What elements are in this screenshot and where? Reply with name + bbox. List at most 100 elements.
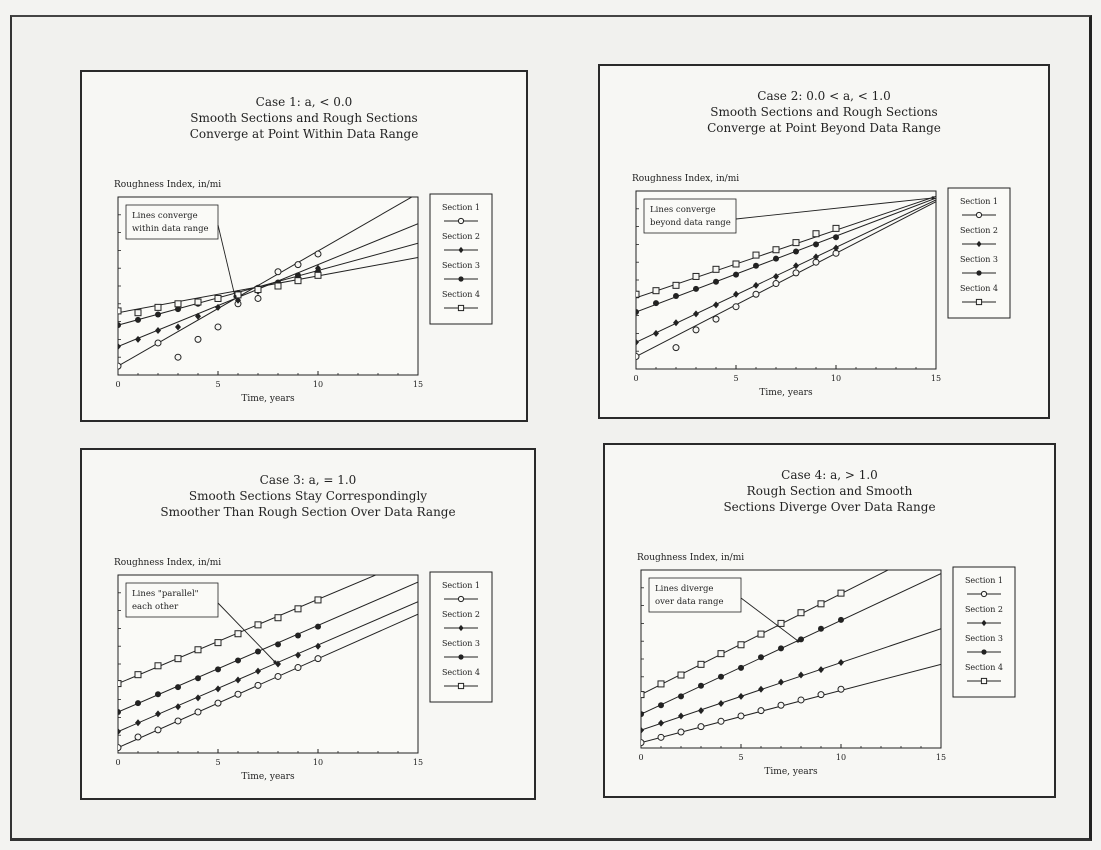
data-point-section-1 — [777, 701, 785, 709]
data-point-section-2 — [718, 700, 724, 707]
legend-label-section-1: Section 1 — [442, 203, 480, 212]
annotation-arrowhead — [273, 660, 277, 664]
data-point-section-1 — [737, 712, 745, 720]
data-point-section-2 — [838, 659, 844, 667]
data-point-section-1 — [294, 261, 302, 269]
legend-marker-section-1 — [457, 595, 465, 603]
series-line-section-3 — [641, 573, 941, 715]
legend-label-section-3: Section 3 — [965, 634, 1003, 643]
legend-marker-section-3 — [458, 276, 464, 282]
data-point-section-3 — [235, 657, 241, 664]
x-axis-label: Time, years — [764, 767, 818, 777]
data-point-section-1 — [214, 699, 222, 707]
legend-marker-section-4 — [457, 304, 465, 312]
x-tick-label: 5 — [215, 758, 220, 767]
annotation-arrow — [735, 197, 934, 220]
legend-marker-section-4 — [975, 298, 983, 306]
data-point-section-3 — [773, 255, 779, 262]
annotation-arrow — [217, 602, 276, 663]
series-line-section-1 — [118, 613, 418, 749]
data-point-section-3 — [275, 641, 281, 648]
legend-marker-section-2 — [981, 619, 987, 627]
x-tick-label: 15 — [931, 374, 941, 383]
series-line-section-1 — [118, 197, 413, 367]
data-point-section-1 — [697, 723, 705, 731]
data-point-section-3 — [295, 632, 301, 639]
data-point-section-3 — [813, 241, 819, 248]
data-point-section-4 — [692, 272, 700, 280]
x-tick-label: 5 — [215, 380, 220, 389]
data-point-section-4 — [134, 309, 142, 317]
x-tick-label: 15 — [413, 380, 423, 389]
series-line-section-3 — [118, 242, 418, 326]
data-point-section-1 — [294, 664, 302, 672]
annotation-box — [643, 198, 737, 234]
x-axis-label: Time, years — [241, 772, 295, 782]
series-line-section-3 — [636, 197, 936, 313]
x-axis-label: Time, years — [759, 388, 813, 398]
y-axis-label: Roughness Index, in/mi — [637, 553, 744, 563]
annotation-arrowhead — [931, 196, 935, 200]
annotation-arrowhead — [796, 639, 800, 643]
legend-label-section-2: Section 2 — [442, 610, 480, 619]
data-point-section-2 — [235, 296, 241, 304]
chart-title-line-1: Case 3: a, = 1.0 — [260, 473, 357, 487]
data-point-section-3 — [818, 625, 824, 632]
annotation-text-line-2: each other — [132, 602, 179, 612]
annotation-text-line-1: Lines converge — [650, 205, 716, 215]
data-point-section-3 — [315, 623, 321, 630]
data-point-section-1 — [234, 690, 242, 698]
data-point-section-1 — [717, 717, 725, 725]
chart-title-line-3: Converge at Point Within Data Range — [190, 127, 419, 141]
x-tick-label: 15 — [936, 753, 946, 762]
data-point-section-2 — [693, 310, 699, 318]
series-line-section-1 — [641, 663, 941, 744]
data-point-section-2 — [118, 728, 121, 736]
series-line-section-2 — [118, 601, 418, 733]
data-point-section-1 — [692, 326, 700, 334]
data-point-section-2 — [215, 685, 221, 693]
chart-title-line-2: Smooth Sections and Rough Sections — [710, 105, 937, 119]
legend-marker-section-2 — [458, 624, 464, 632]
data-point-section-1 — [174, 717, 182, 725]
legend-label-section-4: Section 4 — [960, 284, 998, 293]
data-point-section-2 — [813, 253, 819, 261]
data-point-section-3 — [195, 675, 201, 682]
chart-svg: Case 2: 0.0 < a, < 1.0 Smooth Sections an… — [632, 89, 1011, 398]
legend-marker-section-3 — [981, 649, 987, 655]
data-point-section-2 — [658, 719, 664, 727]
x-tick-label: 10 — [313, 380, 323, 389]
data-point-section-3 — [255, 648, 261, 655]
legend-label-section-1: Section 1 — [442, 581, 480, 590]
x-tick-label: 10 — [313, 758, 323, 767]
legend-label-section-1: Section 1 — [960, 197, 998, 206]
chart-svg: Case 3: a, = 1.0 Smooth Sections Stay Cor… — [114, 473, 493, 782]
data-point-section-3 — [641, 711, 644, 718]
data-point-section-2 — [155, 710, 161, 718]
data-point-section-1 — [772, 280, 780, 288]
data-point-section-1 — [837, 685, 845, 693]
data-point-section-1 — [712, 315, 720, 323]
data-point-section-1 — [118, 744, 122, 752]
y-axis-label: Roughness Index, in/mi — [114, 180, 221, 190]
data-point-section-3 — [636, 309, 639, 316]
data-point-section-4 — [314, 596, 322, 604]
data-point-section-4 — [636, 290, 640, 298]
chart-title-line-3: Converge at Point Beyond Data Range — [707, 121, 941, 135]
data-point-section-3 — [758, 654, 764, 661]
data-point-section-4 — [154, 662, 162, 670]
y-axis-label: Roughness Index, in/mi — [114, 558, 221, 568]
annotation-arrow — [740, 597, 799, 642]
data-point-section-3 — [678, 693, 684, 700]
data-point-section-4 — [118, 307, 122, 315]
legend-marker-section-2 — [458, 246, 464, 254]
data-point-section-2 — [155, 327, 161, 334]
data-point-section-4 — [274, 282, 282, 290]
data-point-section-2 — [641, 726, 644, 734]
legend-label-section-2: Section 2 — [960, 226, 998, 235]
chart-title-line-1: Case 2: 0.0 < a, < 1.0 — [757, 89, 890, 103]
chart-title-line-3: Sections Diverge Over Data Range — [723, 500, 935, 514]
legend-label-section-2: Section 2 — [965, 605, 1003, 614]
x-tick-label: 0 — [638, 753, 643, 762]
data-point-section-3 — [838, 616, 844, 623]
